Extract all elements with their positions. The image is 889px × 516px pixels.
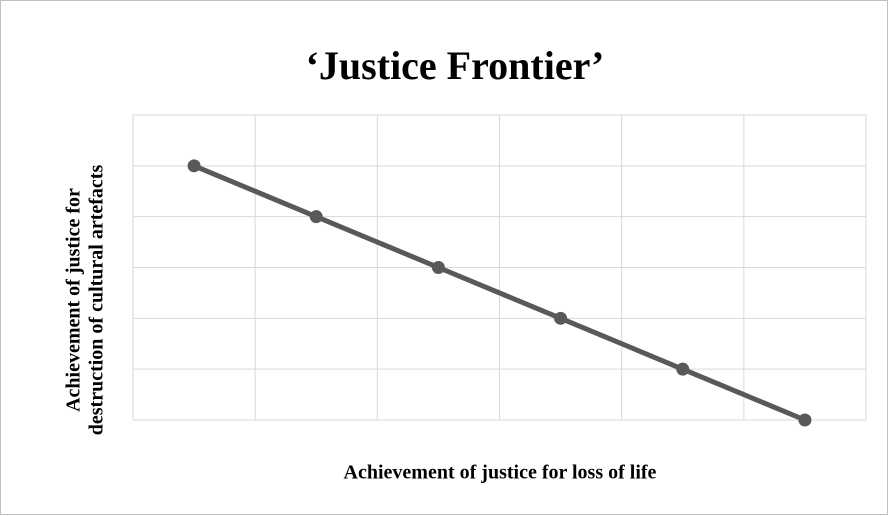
y-axis-label-line: Achievement of justice for [63,188,85,412]
x-axis-label: Achievement of justice for loss of life [344,462,657,484]
point [554,311,568,325]
point [187,159,201,173]
chart-title: ‘Justice Frontier’ [306,43,605,88]
y-axis-label-line: destruction of cultural artefacts [86,165,108,436]
point [798,413,812,427]
point [309,210,323,224]
y-axis-label: Achievement of justice for destruction o… [63,165,108,436]
line [193,163,806,423]
point [676,362,690,376]
point [431,261,445,274]
